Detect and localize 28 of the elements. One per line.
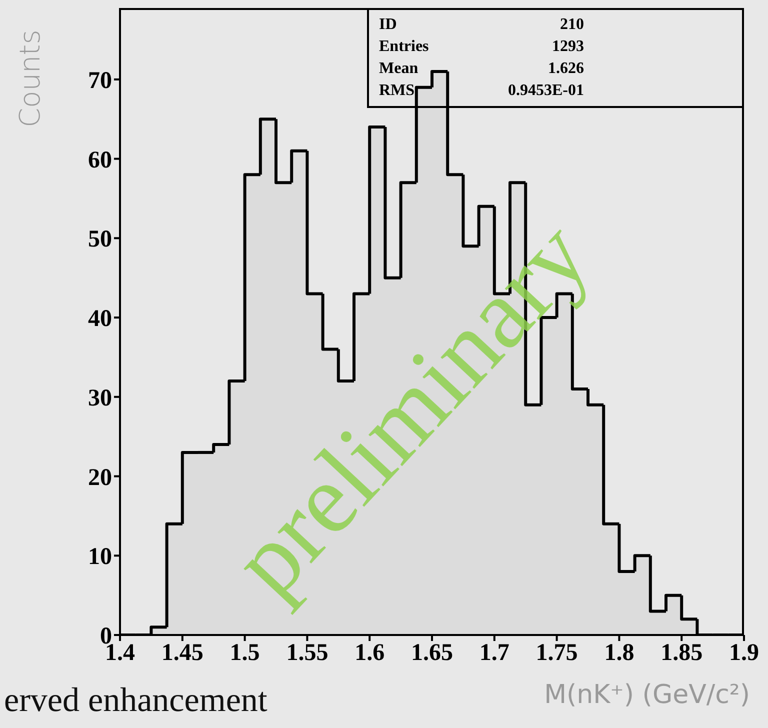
text: erved enhancement	[4, 682, 268, 719]
y-tick-label: 20	[88, 464, 112, 491]
annotation: 1.626	[548, 59, 584, 79]
x-tick-label: 1.9	[729, 640, 759, 666]
y-tick-label: 10	[88, 544, 112, 570]
y-tick-label: 60	[88, 147, 112, 174]
y-tick-label: 70	[88, 68, 112, 94]
y-tick-label: 30	[88, 385, 112, 412]
annotation: Mean	[379, 59, 418, 79]
x-tick-label: 1.6	[354, 640, 385, 666]
x-tick-label: 1.65	[411, 640, 453, 666]
x-tick-label: 1.75	[536, 640, 578, 666]
y-tick-label: 40	[88, 306, 112, 332]
annotation: 0.9453E-01	[508, 81, 584, 101]
x-tick-label: 1.7	[479, 640, 510, 666]
annotation: 1293	[552, 37, 584, 57]
x-tick-label: 1.85	[660, 640, 703, 666]
y-axis-title: Counts	[14, 29, 46, 127]
annotation: RMS	[379, 81, 415, 101]
y-tick-label: 50	[88, 226, 112, 253]
x-tick-label: 1.8	[604, 640, 634, 666]
x-axis-title: M(nK⁺) (GeV/c²)	[544, 680, 750, 710]
annotation: ID	[379, 15, 397, 35]
x-tick-label: 1.45	[161, 640, 204, 666]
x-tick-label: 1.55	[286, 640, 328, 666]
x-tick-label: 1.5	[230, 640, 260, 666]
annotation: Entries	[379, 37, 429, 57]
annotation: 210	[560, 15, 584, 35]
